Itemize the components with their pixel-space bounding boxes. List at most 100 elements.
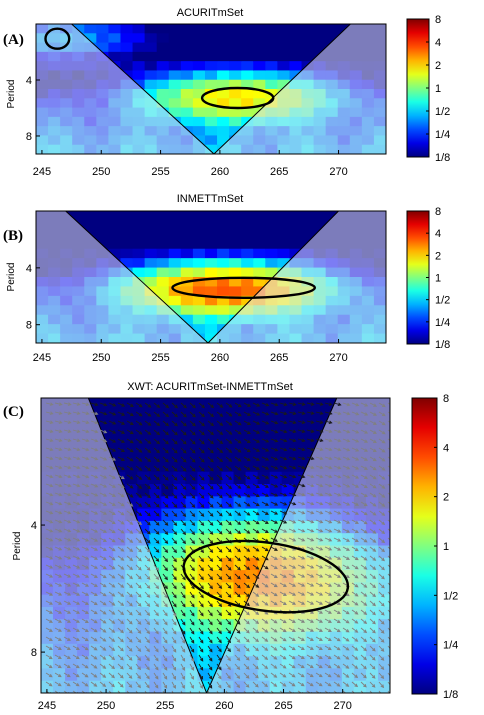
heatmap-cell bbox=[168, 295, 182, 306]
y-tick-labels-a: 48 bbox=[26, 75, 40, 143]
cone-of-influence-line bbox=[87, 398, 338, 693]
heatmap-cell bbox=[180, 51, 194, 62]
y-axis-label-b: Period bbox=[6, 263, 17, 292]
phase-arrow bbox=[279, 654, 287, 660]
heatmap-cell bbox=[168, 51, 182, 62]
phase-arrow bbox=[297, 663, 305, 669]
phase-arrow bbox=[189, 681, 194, 689]
heatmap-cell bbox=[156, 277, 170, 288]
phase-arrow bbox=[99, 591, 107, 597]
phase-arrow bbox=[270, 573, 278, 579]
phase-arrow bbox=[162, 546, 169, 554]
heatmap-cell bbox=[144, 211, 158, 222]
heatmap-cell bbox=[293, 447, 307, 461]
phase-arrow bbox=[261, 636, 269, 642]
phase-arrow bbox=[378, 663, 385, 670]
phase-arrow bbox=[306, 618, 315, 623]
heatmap-cell bbox=[257, 508, 271, 522]
heatmap-cell bbox=[265, 33, 278, 44]
heatmap-cell bbox=[192, 98, 206, 109]
phase-arrow bbox=[117, 420, 126, 425]
heatmap-cell bbox=[185, 434, 199, 448]
phase-arrow bbox=[72, 663, 80, 669]
heatmap-cell bbox=[221, 545, 235, 559]
phase-arrow bbox=[81, 456, 90, 461]
phase-arrow bbox=[207, 510, 214, 517]
phase-arrow bbox=[306, 510, 315, 515]
heatmap-cell bbox=[217, 314, 230, 325]
heatmap-cell bbox=[229, 98, 242, 109]
phase-arrow bbox=[99, 510, 108, 515]
phase-arrow bbox=[198, 600, 204, 608]
phase-arrow bbox=[207, 546, 214, 553]
phase-arrow bbox=[90, 690, 97, 693]
heatmap-cell bbox=[180, 229, 194, 240]
heatmap-cell bbox=[241, 239, 254, 250]
phase-arrow bbox=[225, 438, 233, 444]
phase-arrow bbox=[306, 591, 315, 596]
phase-arrow bbox=[63, 483, 72, 488]
phase-arrow bbox=[279, 411, 288, 416]
heatmap-cell bbox=[217, 126, 230, 137]
phase-arrow bbox=[153, 429, 161, 436]
phase-arrow bbox=[351, 402, 360, 407]
phase-arrow bbox=[378, 411, 386, 417]
phase-arrow bbox=[99, 582, 107, 588]
phase-arrow bbox=[288, 447, 297, 452]
phase-arrow bbox=[207, 564, 214, 572]
heatmap-cell bbox=[108, 51, 122, 62]
heatmap-cell bbox=[277, 258, 291, 269]
heatmap-cell bbox=[245, 496, 259, 510]
heatmap-cell bbox=[180, 239, 194, 250]
phase-arrow bbox=[351, 654, 359, 660]
heatmap-cell bbox=[229, 239, 242, 250]
heatmap-cell bbox=[241, 211, 254, 222]
phase-arrow bbox=[54, 600, 63, 605]
heatmap-cell bbox=[173, 533, 187, 547]
phase-arrow bbox=[180, 690, 183, 693]
phase-arrow bbox=[135, 636, 142, 643]
phase-arrow bbox=[306, 456, 315, 461]
phase-arrow bbox=[45, 681, 53, 687]
phase-arrow bbox=[72, 645, 80, 651]
phase-arrow bbox=[324, 654, 332, 660]
phase-arrow bbox=[63, 411, 72, 415]
phase-arrow bbox=[333, 465, 342, 470]
phase-arrow bbox=[126, 663, 133, 670]
phase-arrow bbox=[180, 474, 187, 481]
heatmap-cell bbox=[96, 220, 110, 231]
phase-arrow bbox=[297, 600, 306, 605]
heatmap-cell bbox=[204, 286, 218, 297]
heatmap-cell bbox=[281, 471, 295, 485]
phase-arrow bbox=[216, 627, 222, 635]
phase-arrow bbox=[360, 546, 368, 552]
phase-arrow bbox=[360, 420, 369, 425]
heatmap-cell bbox=[241, 277, 254, 288]
phase-arrow bbox=[378, 447, 386, 453]
x-tick-label: 270 bbox=[329, 352, 347, 364]
phase-arrow bbox=[45, 654, 53, 660]
phase-arrow bbox=[126, 411, 134, 416]
phase-arrow bbox=[378, 555, 385, 562]
heatmap-cell bbox=[156, 220, 170, 231]
phase-arrow bbox=[162, 528, 169, 535]
phase-arrow bbox=[297, 555, 306, 560]
phase-arrow bbox=[306, 402, 315, 406]
phase-arrow bbox=[378, 438, 386, 444]
phase-arrow bbox=[81, 618, 89, 623]
heatmap-cell bbox=[180, 286, 194, 297]
phase-arrow bbox=[189, 465, 196, 472]
phase-arrow bbox=[261, 627, 269, 633]
phase-arrow bbox=[144, 618, 151, 626]
phase-arrow bbox=[72, 582, 81, 587]
phase-arrow bbox=[126, 465, 134, 471]
phase-arrow bbox=[297, 447, 306, 452]
phase-arrow bbox=[153, 636, 159, 644]
heatmap-cell bbox=[257, 459, 271, 473]
phase-arrow bbox=[252, 645, 259, 652]
colorbar-gradient bbox=[411, 397, 438, 695]
phase-arrow bbox=[315, 420, 324, 424]
phase-arrow bbox=[252, 609, 260, 615]
phase-arrow bbox=[270, 456, 279, 461]
phase-arrow bbox=[189, 609, 195, 617]
